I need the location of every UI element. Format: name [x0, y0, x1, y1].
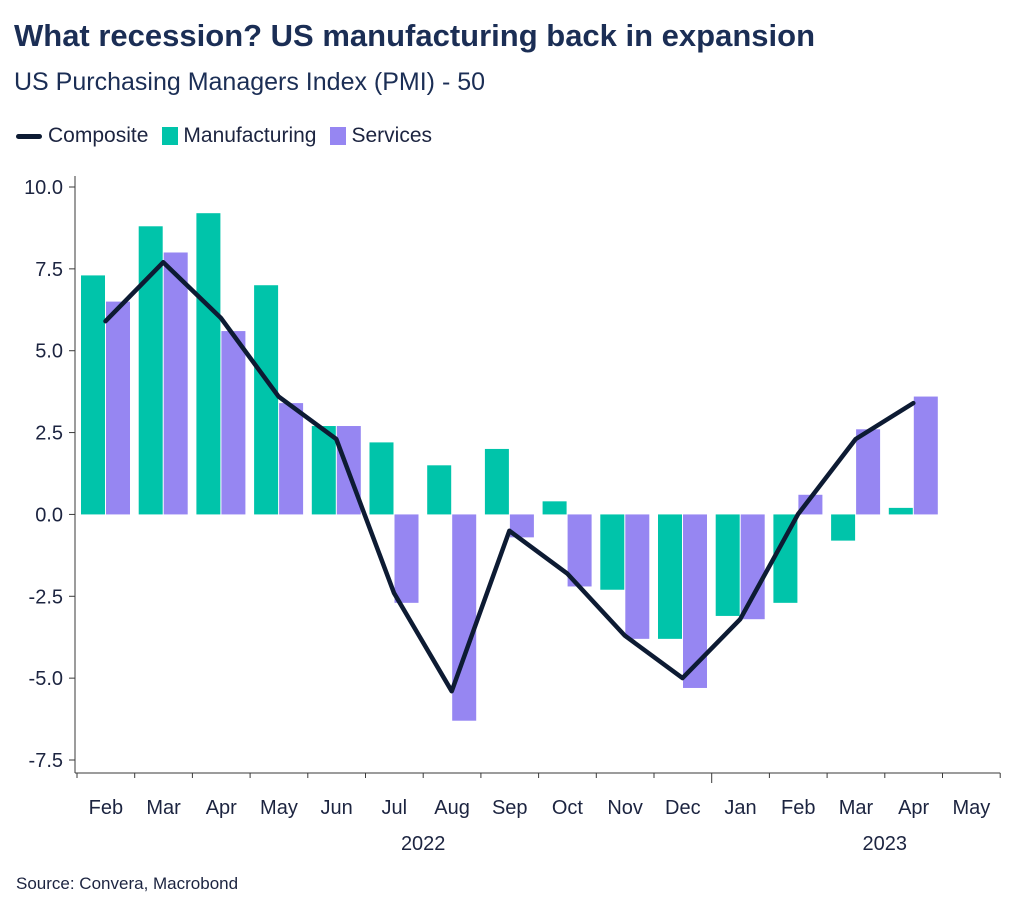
chart-subtitle: US Purchasing Managers Index (PMI) - 50: [14, 68, 486, 96]
x-tick-label: Apr: [898, 797, 929, 819]
bar-manufacturing: [427, 465, 452, 515]
bar-services: [683, 514, 707, 688]
y-tick-label: -2.5: [29, 586, 63, 608]
bar-services: [567, 514, 592, 587]
bar-services: [279, 403, 304, 515]
chart-legend: Composite Manufacturing Services: [16, 124, 446, 148]
x-tick-label: Jan: [724, 797, 756, 819]
bar-manufacturing: [311, 426, 336, 515]
bar-manufacturing: [196, 213, 221, 515]
x-tick-label: Dec: [665, 797, 701, 819]
bar-services: [913, 396, 938, 515]
legend-label-composite: Composite: [48, 124, 149, 147]
bar-manufacturing: [773, 514, 798, 603]
y-tick-label: 2.5: [35, 423, 63, 445]
x-tick-label: Feb: [781, 797, 815, 819]
x-tick-label: Jul: [382, 797, 408, 819]
bar-services: [106, 301, 130, 515]
x-tick-label: May: [260, 797, 298, 819]
bar-manufacturing: [600, 514, 625, 590]
legend-swatch-services: [330, 127, 347, 145]
x-tick-label: Mar: [839, 797, 874, 819]
bar-services: [221, 331, 246, 515]
legend-label-services: Services: [351, 124, 432, 147]
x-year-label: 2023: [863, 833, 908, 855]
x-tick-label: Sep: [492, 797, 528, 819]
y-tick-label: 0.0: [35, 504, 63, 526]
legend-item-composite: Composite: [16, 124, 148, 148]
y-tick-label: 7.5: [35, 259, 63, 281]
bar-services: [856, 429, 881, 515]
legend-swatch-manufacturing: [162, 127, 179, 145]
x-tick-label: Nov: [607, 797, 643, 819]
bar-manufacturing: [888, 507, 913, 515]
bar-manufacturing: [254, 285, 279, 515]
y-tick-label: -5.0: [29, 668, 63, 690]
legend-item-manufacturing: Manufacturing: [162, 124, 316, 148]
bar-services: [740, 514, 765, 620]
legend-item-services: Services: [330, 124, 432, 148]
x-tick-label: Apr: [206, 797, 237, 819]
x-tick-label: Aug: [434, 797, 470, 819]
line-composite: [103, 260, 916, 694]
bar-services: [452, 514, 477, 721]
y-tick-label: 10.0: [24, 177, 63, 199]
source-note: Source: Convera, Macrobond: [16, 874, 239, 893]
bar-manufacturing: [831, 514, 856, 541]
x-tick-label: May: [952, 797, 990, 819]
x-tick-label: Oct: [552, 797, 584, 819]
y-tick-label: -7.5: [29, 750, 63, 772]
x-tick-label: Jun: [321, 797, 353, 819]
bar-services: [394, 514, 419, 603]
legend-swatch-composite: [16, 133, 42, 139]
bar-services: [625, 514, 650, 639]
chart-title: What recession? US manufacturing back in…: [14, 18, 816, 53]
bar-services: [509, 514, 534, 538]
x-year-label: 2022: [401, 833, 446, 855]
legend-label-manufacturing: Manufacturing: [183, 124, 317, 147]
bar-manufacturing: [484, 448, 509, 515]
bar-manufacturing: [715, 514, 740, 616]
bar-services: [163, 252, 188, 515]
bar-manufacturing: [658, 514, 682, 639]
x-tick-label: Mar: [146, 797, 181, 819]
bar-manufacturing: [81, 275, 105, 515]
bar-manufacturing: [542, 501, 567, 515]
bar-manufacturing: [369, 442, 394, 515]
y-tick-label: 5.0: [35, 341, 63, 363]
x-tick-label: Feb: [89, 797, 123, 819]
